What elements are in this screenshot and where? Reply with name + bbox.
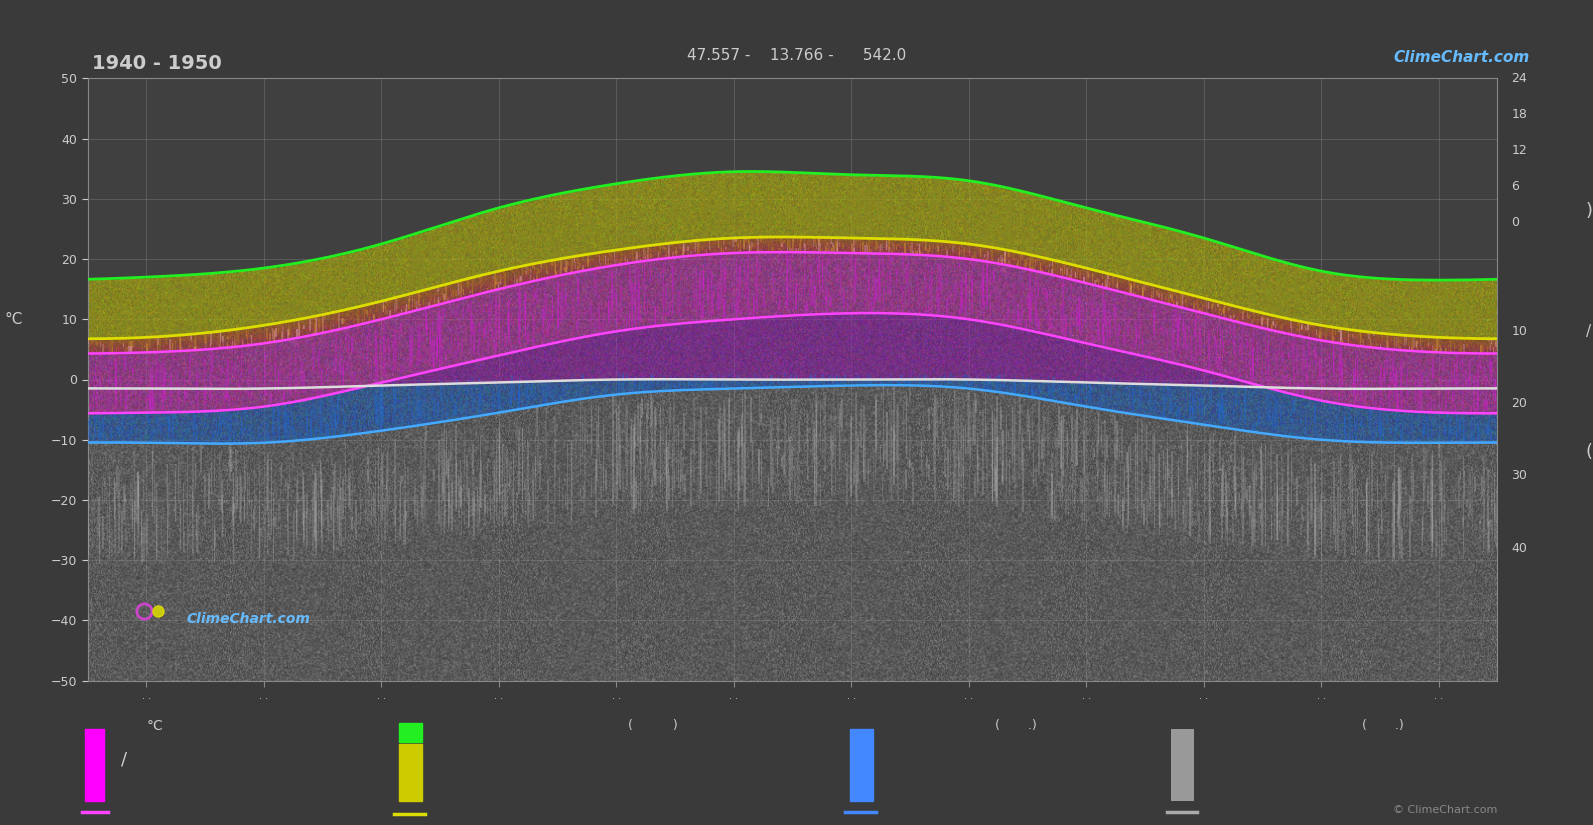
Text: © ClimeChart.com: © ClimeChart.com [1392,804,1497,814]
Text: °C: °C [147,719,164,733]
Text: 10: 10 [1512,325,1528,337]
Bar [1171,728,1195,801]
Text: (          ): ( ) [628,719,679,733]
Text: 40: 40 [1512,542,1528,554]
Bar [398,744,422,801]
Bar [398,724,422,742]
Text: 24: 24 [1512,72,1528,85]
Text: 30: 30 [1512,469,1528,483]
Text: ): ) [1585,202,1593,220]
Text: ClimeChart.com: ClimeChart.com [1394,50,1531,64]
Text: (       .): ( .) [996,719,1037,733]
Text: (: ( [1585,443,1593,461]
Text: 47.557 -    13.766 -      542.0: 47.557 - 13.766 - 542.0 [687,48,906,63]
Text: °C: °C [5,312,22,327]
Text: 18: 18 [1512,108,1528,121]
Bar [86,728,104,801]
Text: 0: 0 [1512,216,1520,229]
Text: ClimeChart.com: ClimeChart.com [186,612,311,626]
Text: /: / [1585,324,1591,339]
Text: 20: 20 [1512,397,1528,410]
Text: (       .): ( .) [1362,719,1403,733]
Bar [851,728,873,801]
Text: /: / [121,750,127,768]
Text: 12: 12 [1512,144,1528,157]
Text: 6: 6 [1512,181,1520,193]
Text: 1940 - 1950: 1940 - 1950 [92,54,221,73]
